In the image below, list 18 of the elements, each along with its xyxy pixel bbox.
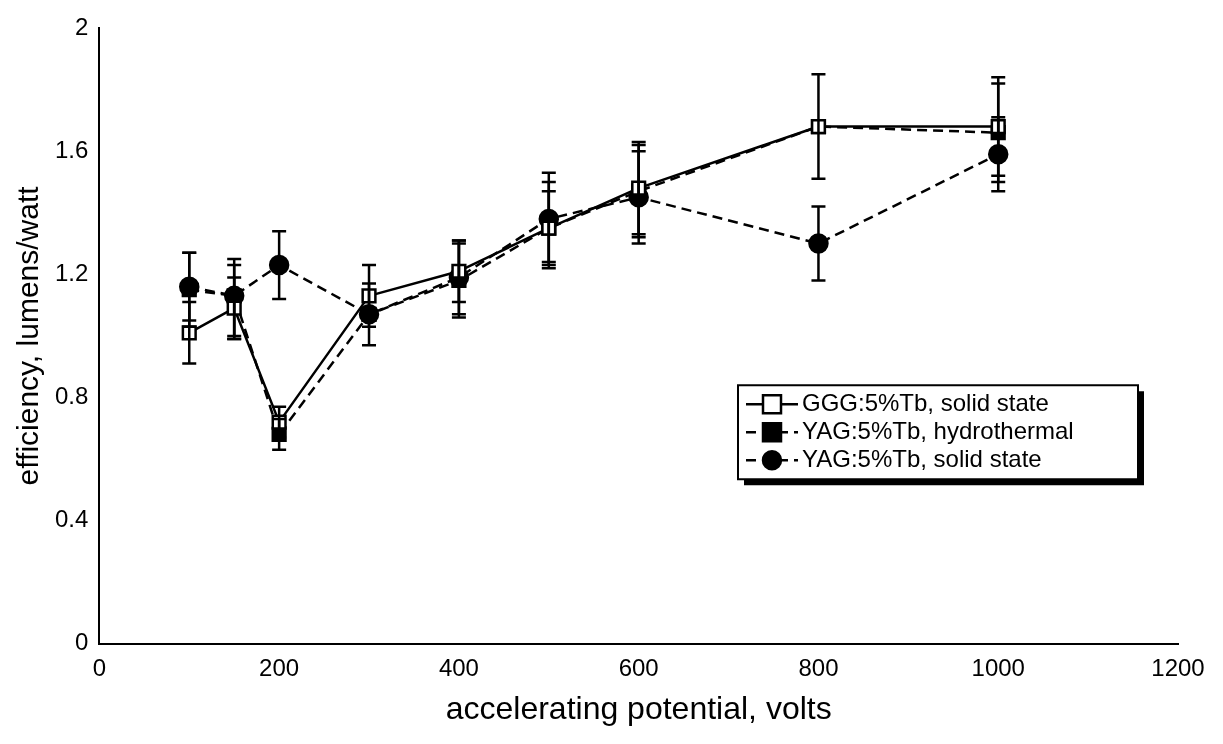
x-tick-label: 0 bbox=[92, 653, 107, 681]
x-tick-label: 1200 bbox=[1151, 653, 1205, 681]
legend-label: YAG:5%Tb, solid state bbox=[802, 444, 1042, 472]
y-tick-label: 0 bbox=[75, 628, 89, 656]
x-tick-label: 800 bbox=[798, 653, 839, 681]
x-tick-label: 400 bbox=[438, 653, 479, 681]
x-tick-label: 200 bbox=[259, 653, 300, 681]
y-tick-label: 1.6 bbox=[54, 135, 89, 163]
y-tick-label: 0.8 bbox=[54, 382, 89, 410]
legend-label: YAG:5%Tb, hydrothermal bbox=[802, 416, 1074, 444]
x-axis-title: accelerating potential, volts bbox=[445, 689, 832, 726]
legend-label: GGG:5%Tb, solid state bbox=[802, 388, 1049, 416]
y-axis-title: efficiency, lumens/watt bbox=[11, 185, 45, 486]
x-tick-label: 600 bbox=[618, 653, 659, 681]
y-tick-label: 1.2 bbox=[54, 258, 89, 286]
x-tick-label: 1000 bbox=[971, 653, 1025, 681]
y-tick-label: 0.4 bbox=[54, 505, 89, 533]
y-tick-label: 2 bbox=[75, 12, 89, 40]
